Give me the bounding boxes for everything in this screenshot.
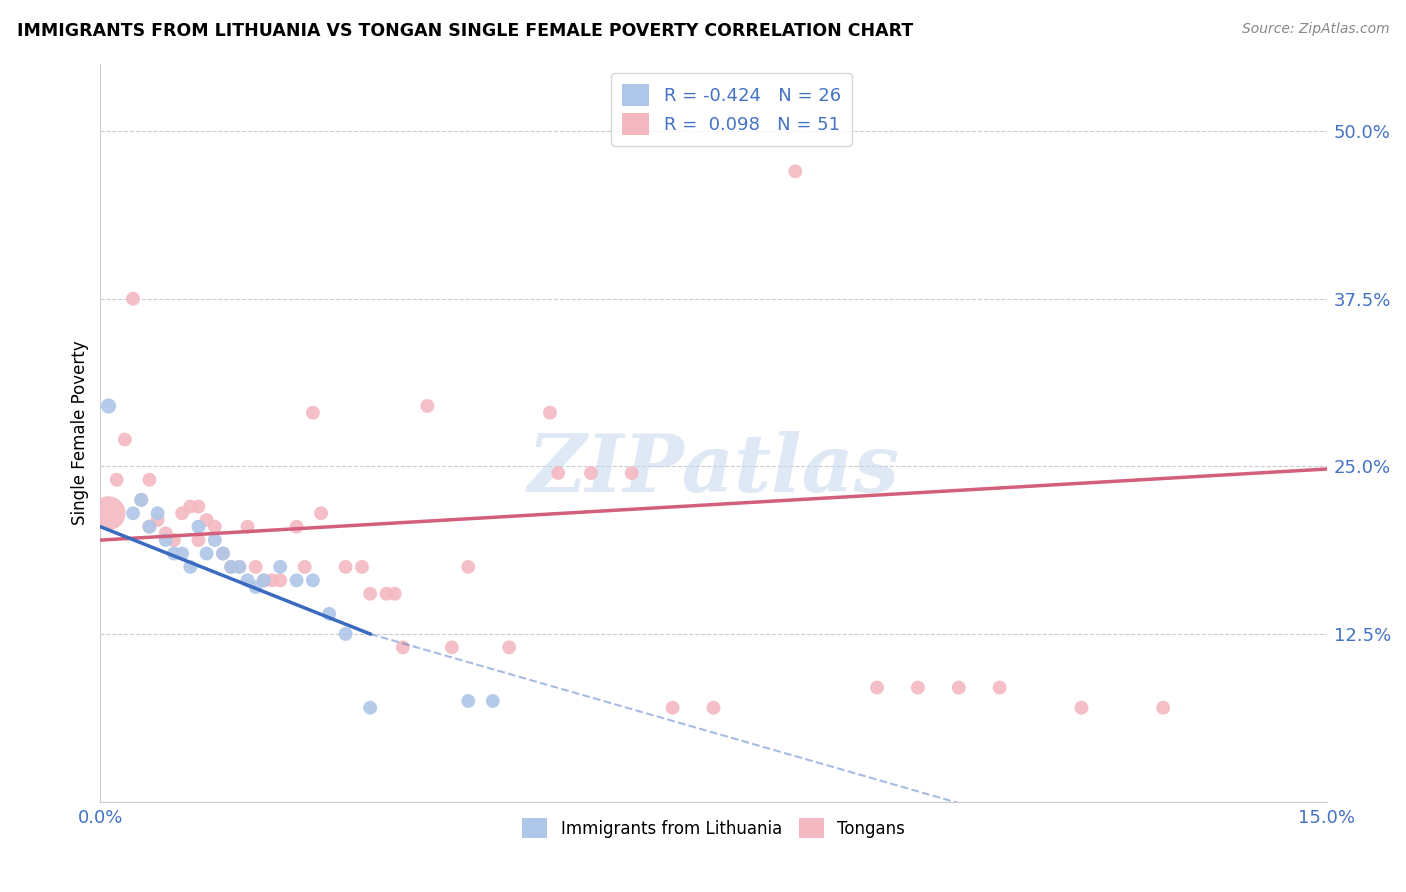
Point bbox=[179, 560, 201, 574]
Point bbox=[245, 560, 267, 574]
Point bbox=[260, 574, 283, 588]
Point bbox=[440, 640, 463, 655]
Legend: Immigrants from Lithuania, Tongans: Immigrants from Lithuania, Tongans bbox=[516, 811, 911, 845]
Point bbox=[285, 574, 308, 588]
Point bbox=[866, 681, 889, 695]
Point bbox=[579, 466, 602, 480]
Point bbox=[948, 681, 970, 695]
Point bbox=[195, 547, 218, 561]
Point bbox=[785, 164, 807, 178]
Point bbox=[172, 506, 194, 520]
Point bbox=[146, 506, 169, 520]
Point bbox=[269, 574, 291, 588]
Point bbox=[538, 406, 561, 420]
Point bbox=[481, 694, 503, 708]
Point bbox=[302, 574, 325, 588]
Point bbox=[212, 547, 235, 561]
Point bbox=[179, 500, 201, 514]
Point bbox=[187, 533, 209, 547]
Text: Source: ZipAtlas.com: Source: ZipAtlas.com bbox=[1241, 22, 1389, 37]
Point bbox=[122, 506, 145, 520]
Point bbox=[620, 466, 643, 480]
Text: ZIPatlas: ZIPatlas bbox=[527, 431, 900, 508]
Point bbox=[359, 587, 381, 601]
Point bbox=[204, 533, 226, 547]
Point bbox=[269, 560, 291, 574]
Point bbox=[138, 473, 160, 487]
Point bbox=[187, 500, 209, 514]
Point bbox=[907, 681, 929, 695]
Point bbox=[204, 519, 226, 533]
Point bbox=[457, 560, 479, 574]
Point bbox=[253, 574, 276, 588]
Point bbox=[122, 292, 145, 306]
Point bbox=[129, 492, 152, 507]
Point bbox=[228, 560, 250, 574]
Text: IMMIGRANTS FROM LITHUANIA VS TONGAN SINGLE FEMALE POVERTY CORRELATION CHART: IMMIGRANTS FROM LITHUANIA VS TONGAN SING… bbox=[17, 22, 912, 40]
Point bbox=[335, 560, 357, 574]
Point bbox=[236, 519, 259, 533]
Point bbox=[457, 694, 479, 708]
Point bbox=[245, 580, 267, 594]
Point bbox=[392, 640, 415, 655]
Point bbox=[138, 519, 160, 533]
Point bbox=[384, 587, 406, 601]
Point bbox=[114, 433, 136, 447]
Point bbox=[1152, 700, 1174, 714]
Point bbox=[187, 519, 209, 533]
Point bbox=[163, 533, 186, 547]
Point bbox=[702, 700, 724, 714]
Point bbox=[228, 560, 250, 574]
Point bbox=[105, 473, 128, 487]
Point bbox=[219, 560, 242, 574]
Point bbox=[195, 513, 218, 527]
Point bbox=[1070, 700, 1092, 714]
Point bbox=[172, 547, 194, 561]
Point bbox=[155, 526, 177, 541]
Point bbox=[129, 492, 152, 507]
Point bbox=[212, 547, 235, 561]
Point bbox=[309, 506, 332, 520]
Point bbox=[988, 681, 1011, 695]
Point bbox=[219, 560, 242, 574]
Point bbox=[236, 574, 259, 588]
Point bbox=[97, 399, 120, 413]
Point bbox=[138, 519, 160, 533]
Point bbox=[97, 506, 120, 520]
Y-axis label: Single Female Poverty: Single Female Poverty bbox=[72, 341, 89, 525]
Point bbox=[359, 700, 381, 714]
Point bbox=[416, 399, 439, 413]
Point bbox=[302, 406, 325, 420]
Point bbox=[547, 466, 569, 480]
Point bbox=[253, 574, 276, 588]
Point bbox=[318, 607, 340, 621]
Point bbox=[294, 560, 316, 574]
Point bbox=[498, 640, 520, 655]
Point bbox=[163, 547, 186, 561]
Point bbox=[335, 627, 357, 641]
Point bbox=[285, 519, 308, 533]
Point bbox=[155, 533, 177, 547]
Point bbox=[375, 587, 398, 601]
Point bbox=[146, 513, 169, 527]
Point bbox=[661, 700, 683, 714]
Point bbox=[350, 560, 373, 574]
